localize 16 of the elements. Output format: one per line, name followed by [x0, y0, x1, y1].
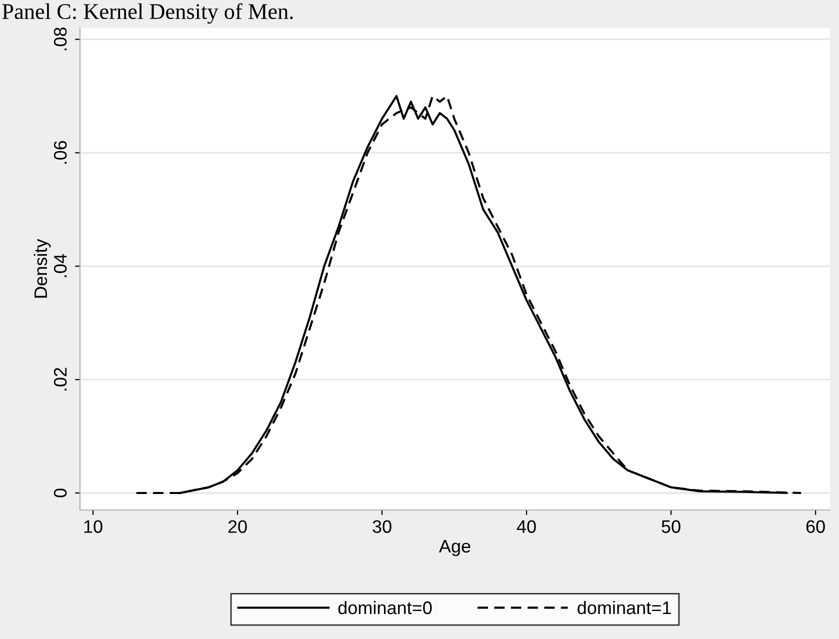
- legend-label: dominant=0: [338, 600, 432, 614]
- y-axis-title: Density: [34, 238, 51, 298]
- x-axis-title: Age: [438, 540, 470, 556]
- x-tick-label: 20: [228, 520, 247, 533]
- x-tick-label: 40: [516, 520, 536, 533]
- y-tick-label: .02: [54, 368, 67, 390]
- x-tick-label: 60: [806, 520, 825, 533]
- y-tick-label: .06: [54, 140, 67, 164]
- y-tick-label: 0: [54, 488, 67, 498]
- y-tick-label: .04: [54, 254, 67, 278]
- x-tick-label: 50: [662, 520, 680, 533]
- text: dominant=1: [578, 600, 671, 614]
- x-tick-label: 30: [372, 520, 392, 533]
- y-tick-label: .08: [54, 28, 67, 50]
- chart-title: Panel C: Kernel Density of Men.: [2, 3, 293, 24]
- x-tick-label: 10: [84, 520, 102, 533]
